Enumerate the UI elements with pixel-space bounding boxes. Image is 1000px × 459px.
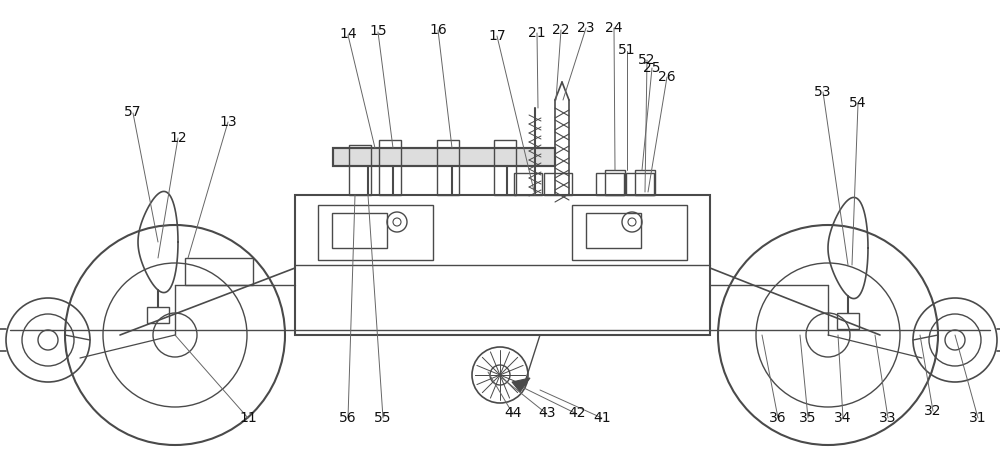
Text: 34: 34 [834,411,852,425]
Text: 23: 23 [577,21,595,34]
Text: 54: 54 [849,96,867,110]
Text: 53: 53 [814,85,832,99]
Text: 42: 42 [568,406,586,420]
Text: 24: 24 [605,21,623,34]
Bar [626,173,654,195]
Bar [635,170,655,195]
Bar [572,205,687,260]
Bar [147,307,169,323]
Text: 16: 16 [429,23,447,37]
Bar [333,148,555,166]
Text: 55: 55 [374,411,392,425]
Bar [837,313,859,329]
Text: 44: 44 [504,406,522,420]
Text: 17: 17 [488,29,506,43]
Bar [544,173,572,195]
Bar [437,140,459,195]
Bar [295,195,710,335]
Text: 11: 11 [239,411,257,425]
Bar [333,148,555,166]
Bar [349,145,371,195]
Bar [514,173,542,195]
Text: 51: 51 [618,44,636,57]
Text: 14: 14 [339,28,357,41]
Bar [596,173,624,195]
Bar [185,258,253,285]
Text: 57: 57 [124,106,142,119]
Text: 26: 26 [658,70,676,84]
Bar [605,170,625,195]
Polygon shape [512,378,530,392]
Text: 25: 25 [643,61,661,75]
Bar [494,140,516,195]
Bar [379,140,401,195]
Text: 13: 13 [219,115,237,129]
Text: 12: 12 [169,131,187,145]
Bar [586,213,641,248]
Text: 15: 15 [369,24,387,38]
Text: 43: 43 [538,406,556,420]
Text: 36: 36 [769,411,787,425]
Text: 22: 22 [552,23,570,37]
Bar [318,205,433,260]
Text: 56: 56 [339,411,357,425]
Text: 41: 41 [593,411,611,425]
Bar [332,213,387,248]
Text: 21: 21 [528,26,546,40]
Text: 33: 33 [879,411,897,425]
Text: 31: 31 [969,411,987,425]
Text: 32: 32 [924,404,942,418]
Text: 35: 35 [799,411,817,425]
Text: 52: 52 [638,53,656,67]
